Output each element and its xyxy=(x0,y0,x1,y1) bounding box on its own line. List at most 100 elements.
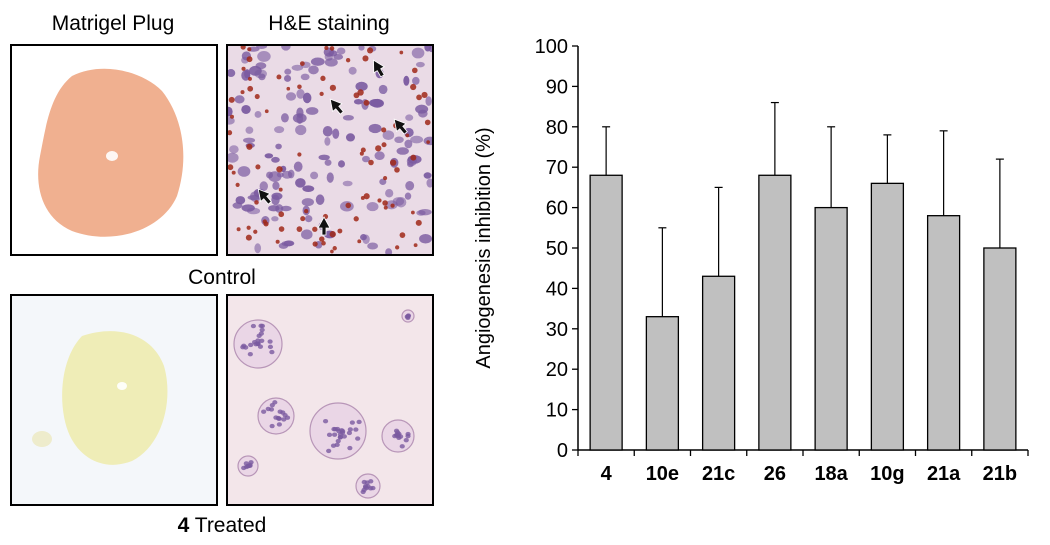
red-blood-cell xyxy=(394,167,400,173)
nucleus xyxy=(295,124,307,136)
nucleus xyxy=(278,242,289,249)
red-blood-cell xyxy=(321,241,326,246)
red-blood-cell xyxy=(426,140,430,144)
nucleus xyxy=(229,145,239,154)
nucleus xyxy=(415,61,425,68)
red-blood-cell xyxy=(337,228,343,234)
red-blood-cell xyxy=(357,239,362,244)
nucleus xyxy=(249,191,261,202)
red-blood-cell xyxy=(275,239,280,244)
red-blood-cell xyxy=(424,119,431,126)
nucleus xyxy=(338,160,346,168)
nucleus xyxy=(332,128,340,139)
nucleus xyxy=(310,171,319,180)
red-blood-cell xyxy=(362,55,369,62)
vessel-arrow-icon xyxy=(317,216,331,236)
cell-cluster xyxy=(309,402,367,460)
nucleus xyxy=(342,180,353,187)
red-blood-cell xyxy=(381,142,387,148)
y-tick-label: 70 xyxy=(546,157,568,179)
nucleus xyxy=(412,76,420,85)
cell-cluster xyxy=(355,473,381,499)
nucleus xyxy=(268,205,280,212)
nucleus xyxy=(302,185,315,192)
nucleus xyxy=(326,172,334,183)
nucleus xyxy=(419,234,432,244)
red-blood-cell xyxy=(415,219,422,226)
bar xyxy=(758,174,792,451)
y-tick-label: 80 xyxy=(546,117,568,139)
red-blood-cell xyxy=(399,50,404,55)
nucleus xyxy=(362,234,370,245)
nucleus xyxy=(284,68,292,75)
treated-plug-photo xyxy=(10,294,218,506)
red-blood-cell xyxy=(254,200,259,205)
red-blood-cell xyxy=(254,94,260,100)
nucleus xyxy=(302,92,312,104)
red-blood-cell xyxy=(247,85,254,92)
red-blood-cell xyxy=(410,210,415,215)
red-blood-cell xyxy=(235,182,240,187)
red-blood-cell xyxy=(231,170,236,175)
cell-cluster xyxy=(233,319,283,369)
nucleus xyxy=(292,113,307,124)
nucleus xyxy=(241,104,251,115)
nucleus xyxy=(424,46,432,52)
red-blood-cell xyxy=(304,208,309,214)
vessel-arrow-icon xyxy=(257,188,272,205)
nucleus xyxy=(318,154,330,161)
red-blood-cell xyxy=(410,83,417,91)
control-plug-photo xyxy=(10,44,218,256)
nucleus xyxy=(426,178,432,188)
x-tick-label: 21b xyxy=(983,463,1017,485)
red-blood-cell xyxy=(375,145,382,152)
nucleus xyxy=(418,208,432,216)
x-tick-label: 10e xyxy=(646,463,679,485)
red-blood-cell xyxy=(345,57,351,63)
nucleus xyxy=(403,75,410,86)
control-label: Control xyxy=(188,266,256,289)
red-blood-cell xyxy=(359,151,364,156)
red-blood-cell xyxy=(360,196,365,200)
nucleus xyxy=(358,46,365,51)
y-tick-label: 20 xyxy=(546,359,568,381)
matrigel-plug-header: Matrigel Plug xyxy=(51,12,175,35)
cell-cluster xyxy=(381,419,415,453)
nucleus xyxy=(291,64,304,71)
y-tick-label: 0 xyxy=(557,440,568,462)
nucleus xyxy=(266,171,274,179)
nucleus xyxy=(308,65,319,75)
cell-cluster xyxy=(257,397,295,435)
x-tick-label: 18a xyxy=(814,463,848,485)
nucleus xyxy=(374,151,385,161)
y-tick-label: 30 xyxy=(546,319,568,341)
red-blood-cell xyxy=(246,56,253,63)
red-blood-cell xyxy=(329,46,335,51)
nucleus xyxy=(274,126,285,134)
red-blood-cell xyxy=(319,236,325,242)
red-blood-cell xyxy=(390,159,397,166)
y-tick-label: 100 xyxy=(535,36,568,58)
nucleus xyxy=(283,75,292,82)
nucleus xyxy=(275,143,282,150)
nucleus xyxy=(281,46,291,51)
red-blood-cell xyxy=(297,84,302,90)
nucleus xyxy=(295,178,306,188)
nucleus xyxy=(281,170,293,179)
nucleus xyxy=(385,188,394,198)
nucleus xyxy=(355,81,368,92)
red-blood-cell xyxy=(381,127,387,133)
nucleus xyxy=(382,130,395,140)
red-blood-cell xyxy=(286,86,291,91)
nucleus xyxy=(304,215,313,223)
red-blood-cell xyxy=(353,216,359,222)
nucleus xyxy=(333,53,344,60)
x-tick-label: 10g xyxy=(870,463,904,485)
bar xyxy=(645,316,680,451)
nucleus xyxy=(280,205,292,212)
nucleus xyxy=(254,243,262,254)
red-blood-cell xyxy=(248,76,252,81)
nucleus xyxy=(367,242,379,250)
vessel-arrow-icon xyxy=(373,59,385,78)
nucleus xyxy=(305,107,319,115)
